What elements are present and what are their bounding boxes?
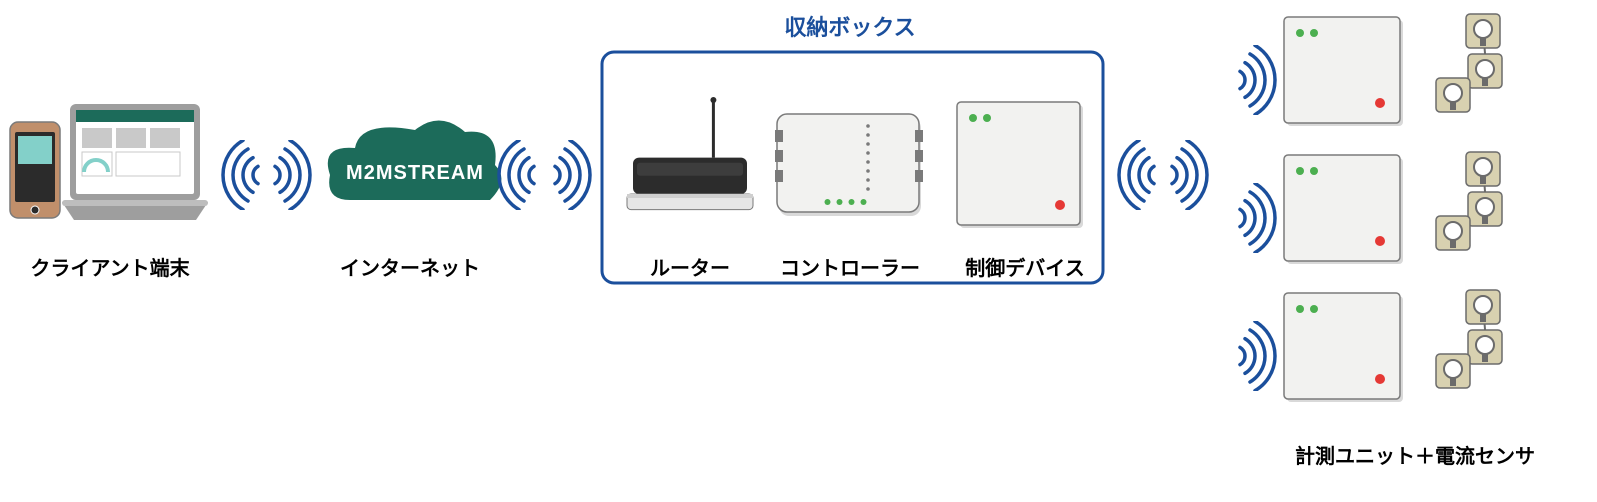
smartphone-icon [8,120,62,220]
label-measurement: 計測ユニット＋電流センサ [1250,440,1580,469]
current-sensor-cluster-1-icon [1428,8,1508,138]
label-box_title: 収納ボックス [770,10,930,42]
controller-icon [775,110,925,220]
measurement-unit-1-icon [1282,15,1406,129]
label-client: クライアント端末 [20,252,200,281]
wifi-unit-1 [1230,45,1280,115]
current-sensor-cluster-3-icon [1428,284,1508,414]
current-sensor-cluster-2-icon [1428,146,1508,276]
wifi-client-out [218,140,268,210]
wifi-unit-2 [1230,183,1280,253]
wifi-unit-3 [1230,321,1280,391]
router-icon [625,90,755,220]
laptop-icon [60,100,210,240]
measurement-unit-3-icon [1282,291,1406,405]
label-cdevice: 制御デバイス [955,252,1095,281]
control-device-icon [955,100,1086,231]
wifi-box-in [545,140,595,210]
cloud-icon: M2MSTREAM [320,110,510,220]
wifi-units-in [1162,140,1212,210]
wifi-cloud-in [265,140,315,210]
measurement-unit-2-icon [1282,153,1406,267]
cloud-logo-text: M2MSTREAM [346,162,484,184]
wifi-cloud-out [494,140,544,210]
label-controller: コントローラー [775,252,925,281]
wifi-box-out [1114,140,1164,210]
label-internet: インターネット [320,252,500,281]
label-router: ルーター [625,252,755,281]
